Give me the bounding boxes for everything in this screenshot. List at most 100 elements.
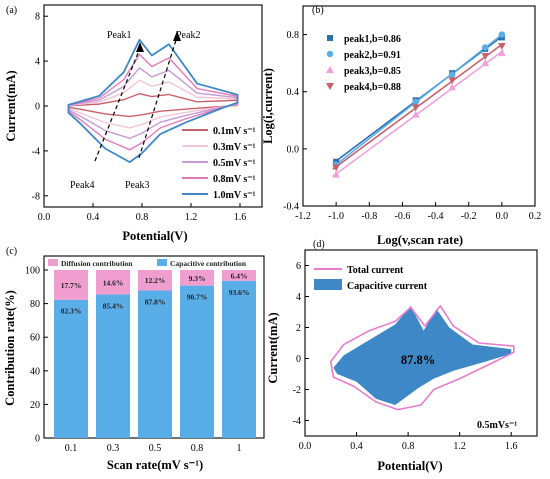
bar-label-capacitive: 87.8% <box>145 297 166 306</box>
panel-b-tag: (b) <box>312 5 324 16</box>
data-point <box>498 49 506 57</box>
data-point <box>448 71 456 78</box>
bar-label-diffusion: 6.4% <box>231 271 248 280</box>
bar-label-capacitive: 85.4% <box>103 302 124 311</box>
panel-c-xtick-label: 0.1 <box>65 443 78 454</box>
legend-label: peak1,b=0.86 <box>344 34 401 45</box>
data-point <box>332 170 340 178</box>
fit-line <box>332 49 504 178</box>
panel-b-xtick-label: -0.4 <box>428 211 444 222</box>
panel-d-ylabel: Current(mA) <box>266 312 280 383</box>
panel-a-tag: (a) <box>6 5 17 16</box>
bar-label-capacitive: 82.3% <box>61 307 82 316</box>
panel-d-ytick-label: 4 <box>296 292 301 303</box>
panel-a-xlabel: Potential(V) <box>122 229 187 243</box>
panel-d-xlabel: Potential(V) <box>377 459 442 473</box>
panel-b: (b) -1.2 -1.0 -0.8 -0.6 -0.4 -0.2 0.0 0.2 -0.4 0.… <box>261 5 541 247</box>
panel-d-ytick-label: 0 <box>296 354 301 365</box>
peak3-label: Peak3 <box>125 180 149 191</box>
panel-c-ytick-label: 40 <box>30 366 40 377</box>
panel-a-xtick-label: 1.6 <box>234 212 247 223</box>
bar-label-capacitive: 90.7% <box>187 293 208 302</box>
panel-a-ytick-label: 8 <box>35 12 40 23</box>
data-point <box>498 43 506 50</box>
peak4-label: Peak4 <box>70 180 94 191</box>
bar-diffusion <box>180 270 214 286</box>
data-point <box>411 110 420 118</box>
bar-capacitive <box>54 299 88 438</box>
panel-d-xtick-label: 0.0 <box>299 441 312 452</box>
legend-swatch <box>48 259 58 266</box>
bar-capacitive <box>96 294 130 438</box>
bar-label-diffusion: 14.6% <box>103 278 124 287</box>
panel-d-scan-rate: 0.5mVs⁻¹ <box>477 420 517 431</box>
total-current-curve <box>329 305 515 411</box>
panel-b-ytick-label: 0.8 <box>287 30 300 41</box>
panel-a-xtick-label: 0.8 <box>136 212 149 223</box>
panel-c-ytick-label: 60 <box>30 333 40 344</box>
panel-d-ytick-label: 2 <box>296 323 301 334</box>
legend-label: 0.5mV s⁻¹ <box>213 158 256 169</box>
panel-b-xtick-label: 0.2 <box>529 211 542 222</box>
panel-d-ytick-label: -2 <box>293 385 301 396</box>
legend-swatch <box>314 279 342 290</box>
bar-diffusion <box>54 270 88 300</box>
legend-label: peak3,b=0.85 <box>344 66 401 77</box>
panel-a-ytick-label: 4 <box>35 57 40 68</box>
panel-d-xtick-label: 1.2 <box>453 441 466 452</box>
legend-label: Total current <box>347 265 404 276</box>
panel-b-ylabel: Log(i,current) <box>261 68 275 144</box>
legend-label: Capacitive current <box>347 281 428 292</box>
panel-a-ylabel: Current(mA) <box>4 70 18 141</box>
legend-swatch <box>157 259 167 266</box>
panel-d-xtick-label: 0.8 <box>402 441 415 452</box>
panel-c-ytick-label: 0 <box>35 434 40 445</box>
panel-d-xtick-label: 0.4 <box>350 441 363 452</box>
data-point <box>481 53 490 60</box>
panel-d-annotation: 87.8% <box>401 353 435 367</box>
panel-d-ytick-label: 6 <box>296 261 301 272</box>
data-point <box>412 98 419 105</box>
panel-d: (d) 0.0 0.4 0.8 1.2 1.6 -4 -2 0 2 4 6 Total curren… <box>266 239 538 473</box>
panel-c-ylabel: Contribution rate(%) <box>3 290 17 406</box>
panel-d-frame <box>304 249 538 437</box>
panel-c-xtick-label: 0.8 <box>191 443 204 454</box>
bar-capacitive <box>138 290 172 438</box>
capacitive-area <box>333 305 512 405</box>
data-point <box>481 59 490 67</box>
panel-a-xtick-label: 0.0 <box>38 212 51 223</box>
panel-d-tag: (d) <box>313 239 325 250</box>
legend-label: Diffusion contribution <box>61 259 133 268</box>
legend-marker <box>326 50 334 58</box>
peak2-label: Peak2 <box>176 30 200 41</box>
panel-b-xtick-label: -1.0 <box>328 211 344 222</box>
bar-diffusion <box>96 270 130 295</box>
legend-label: 1.0mV s⁻¹ <box>213 190 256 201</box>
legend-label: Capacitive contribution <box>170 259 247 268</box>
panel-b-xtick-label: -1.2 <box>295 211 311 222</box>
panel-b-xtick-label: -0.2 <box>461 211 477 222</box>
panel-c: (c) 0.1 0.3 0.5 0.8 1 0 20 40 60 80 100 82.3% 17.7%… <box>3 246 265 472</box>
legend-label: 0.3mV s⁻¹ <box>213 142 256 153</box>
panel-b-xlabel: Log(v,scan rate) <box>377 233 463 247</box>
panel-b-ytick-label: -0.4 <box>283 202 299 213</box>
peak-arrows <box>94 31 181 162</box>
panel-a-xtick-label: 0.4 <box>87 212 100 223</box>
bar-capacitive <box>180 285 214 438</box>
panel-a-ytick-label: 0 <box>35 102 40 113</box>
panel-c-tag: (c) <box>6 246 17 257</box>
panel-b-ytick-label: 0.0 <box>287 144 300 155</box>
legend-marker <box>326 83 334 90</box>
panel-a-ytick-label: -4 <box>32 146 40 157</box>
legend-label: peak4,b=0.88 <box>344 82 401 93</box>
peak1-label: Peak1 <box>107 30 131 41</box>
panel-a-ytick-label: -8 <box>32 191 40 202</box>
panel-c-xtick-label: 1 <box>237 443 242 454</box>
data-point <box>448 83 456 91</box>
panel-b-ytick-label: 0.4 <box>287 87 300 98</box>
legend-label: peak2,b=0.91 <box>344 50 401 61</box>
panel-c-ytick-label: 80 <box>30 299 40 310</box>
bar-label-diffusion: 17.7% <box>61 281 82 290</box>
bar-capacitive <box>222 280 256 438</box>
